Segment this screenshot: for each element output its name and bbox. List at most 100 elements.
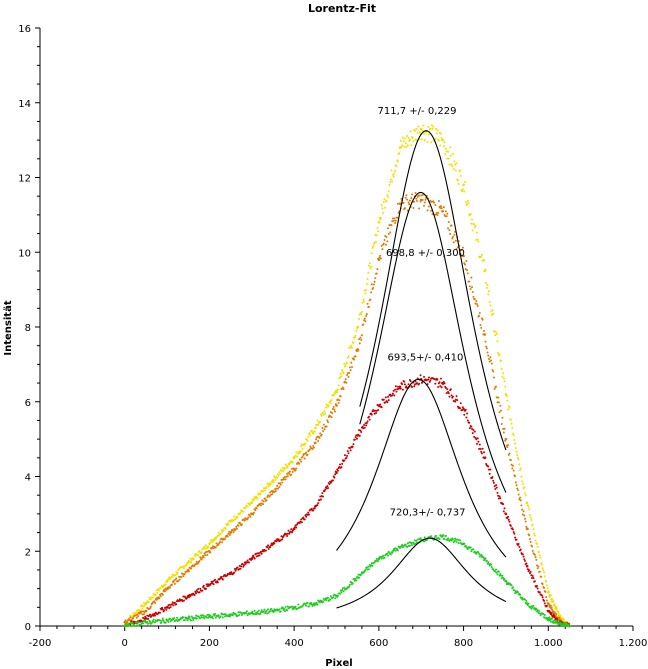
data-point	[514, 446, 517, 449]
data-point	[379, 217, 382, 220]
data-point	[519, 496, 522, 499]
data-point	[323, 428, 326, 431]
data-point	[327, 487, 330, 490]
data-point	[334, 403, 337, 406]
data-point	[533, 553, 536, 556]
data-point	[376, 268, 379, 271]
data-point	[519, 593, 522, 596]
data-point	[190, 558, 193, 561]
data-point	[391, 551, 394, 554]
data-point	[209, 614, 212, 617]
data-point	[276, 484, 279, 487]
data-point	[360, 334, 363, 337]
data-point	[386, 552, 389, 555]
data-point	[399, 139, 402, 142]
data-point	[366, 420, 369, 423]
data-point	[128, 624, 131, 627]
data-point	[539, 556, 542, 559]
data-point	[300, 518, 303, 521]
data-point	[271, 543, 274, 546]
data-point	[176, 571, 179, 574]
data-point	[307, 511, 310, 514]
data-point	[351, 366, 354, 369]
data-point	[336, 391, 339, 394]
data-point	[387, 190, 390, 193]
data-point	[392, 389, 395, 392]
data-point	[312, 602, 315, 605]
data-point	[515, 484, 518, 487]
data-point	[543, 614, 546, 617]
data-point	[549, 620, 552, 623]
data-point	[496, 340, 499, 343]
data-point	[313, 442, 316, 445]
data-point	[520, 504, 523, 507]
data-point	[396, 160, 399, 163]
data-point	[343, 380, 346, 383]
data-point	[394, 388, 397, 391]
data-point	[510, 463, 513, 466]
data-point	[398, 202, 402, 205]
data-point	[401, 388, 404, 391]
data-point	[312, 509, 315, 512]
data-point	[430, 535, 433, 538]
data-point	[403, 207, 406, 210]
data-point	[532, 577, 535, 580]
data-point	[166, 619, 169, 622]
data-point	[553, 603, 556, 606]
data-point	[348, 366, 351, 369]
data-point	[291, 460, 294, 463]
data-point	[407, 383, 410, 386]
data-point	[541, 567, 544, 570]
data-point	[393, 217, 396, 220]
data-point	[159, 587, 162, 590]
data-point	[327, 421, 330, 424]
data-point	[370, 265, 373, 268]
data-point	[529, 540, 532, 543]
data-point	[384, 206, 387, 209]
data-point	[357, 349, 360, 352]
data-point	[266, 496, 269, 499]
data-point	[440, 207, 443, 210]
data-point	[529, 516, 532, 519]
data-point	[190, 615, 193, 618]
data-point	[392, 175, 395, 178]
data-point	[331, 412, 334, 415]
data-point	[423, 201, 426, 204]
data-point	[358, 338, 361, 341]
data-point	[253, 609, 256, 612]
data-point	[382, 200, 385, 203]
data-point	[147, 617, 150, 620]
data-point	[267, 544, 270, 547]
data-point	[161, 606, 164, 609]
data-point	[367, 565, 370, 568]
data-point	[405, 385, 408, 388]
data-point	[212, 540, 215, 543]
data-point	[139, 611, 142, 614]
data-point	[144, 615, 147, 618]
data-point	[235, 527, 238, 530]
data-point	[329, 411, 332, 414]
data-point	[423, 139, 426, 142]
data-point	[435, 132, 438, 135]
data-point	[426, 140, 429, 143]
data-point	[473, 223, 476, 226]
data-point	[406, 144, 409, 147]
data-point	[151, 596, 154, 599]
data-point	[161, 593, 164, 596]
data-point	[148, 596, 151, 599]
data-point	[387, 554, 390, 557]
data-point	[136, 613, 139, 616]
data-point	[142, 602, 145, 605]
data-point	[224, 527, 227, 530]
data-point	[277, 538, 280, 541]
data-point	[364, 568, 367, 571]
data-point	[193, 593, 196, 596]
data-point	[258, 554, 261, 557]
data-point	[154, 601, 157, 604]
data-point	[197, 615, 200, 618]
data-point	[485, 559, 488, 562]
data-point	[327, 404, 330, 407]
data-point	[357, 433, 360, 436]
data-point	[140, 610, 143, 613]
data-point	[436, 214, 439, 217]
